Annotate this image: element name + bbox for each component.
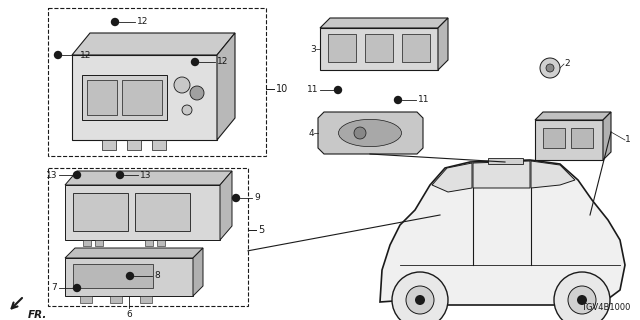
Circle shape xyxy=(415,295,425,305)
Polygon shape xyxy=(473,161,530,188)
Bar xyxy=(122,80,162,115)
Circle shape xyxy=(394,97,401,103)
Text: 4: 4 xyxy=(308,129,314,138)
Circle shape xyxy=(127,273,134,279)
Text: FR.: FR. xyxy=(28,310,47,320)
Text: 13: 13 xyxy=(45,171,57,180)
Circle shape xyxy=(540,58,560,78)
Text: 12: 12 xyxy=(217,58,228,67)
Text: 13: 13 xyxy=(140,171,152,180)
Polygon shape xyxy=(72,33,235,55)
Bar xyxy=(87,80,117,115)
Bar xyxy=(543,128,565,148)
Text: 6: 6 xyxy=(126,310,132,319)
Polygon shape xyxy=(217,33,235,140)
Text: 12: 12 xyxy=(137,18,148,27)
Bar xyxy=(157,240,165,246)
Circle shape xyxy=(74,284,81,292)
Bar xyxy=(110,296,122,303)
Polygon shape xyxy=(193,248,203,296)
Text: 1: 1 xyxy=(625,135,631,145)
Text: 3: 3 xyxy=(310,44,316,53)
Bar xyxy=(402,34,430,62)
Circle shape xyxy=(174,77,190,93)
Circle shape xyxy=(190,86,204,100)
Polygon shape xyxy=(535,120,603,160)
Bar xyxy=(328,34,356,62)
Circle shape xyxy=(335,86,342,93)
Bar xyxy=(145,240,153,246)
Text: TGV4B1000: TGV4B1000 xyxy=(580,303,630,312)
Polygon shape xyxy=(65,171,232,185)
Polygon shape xyxy=(432,163,472,192)
Text: 2: 2 xyxy=(564,60,570,68)
Bar xyxy=(571,128,593,148)
Text: 9: 9 xyxy=(254,194,260,203)
Circle shape xyxy=(406,286,434,314)
Polygon shape xyxy=(220,171,232,240)
Polygon shape xyxy=(438,18,448,70)
Text: 8: 8 xyxy=(154,271,160,281)
Bar xyxy=(48,168,248,306)
Circle shape xyxy=(182,105,192,115)
Bar xyxy=(152,140,166,150)
Circle shape xyxy=(116,172,124,179)
Circle shape xyxy=(54,52,61,59)
Circle shape xyxy=(546,64,554,72)
Bar xyxy=(73,193,128,231)
Circle shape xyxy=(111,19,118,26)
Text: 11: 11 xyxy=(307,85,318,94)
Text: 5: 5 xyxy=(258,225,264,235)
Bar xyxy=(365,34,393,62)
Circle shape xyxy=(554,272,610,320)
Polygon shape xyxy=(535,112,611,120)
Polygon shape xyxy=(65,185,220,240)
Polygon shape xyxy=(318,112,423,154)
Circle shape xyxy=(354,127,366,139)
Polygon shape xyxy=(65,248,203,258)
Bar xyxy=(488,158,523,164)
Text: 10: 10 xyxy=(276,84,288,94)
Circle shape xyxy=(232,195,239,202)
Bar xyxy=(80,296,92,303)
Text: 7: 7 xyxy=(51,284,57,292)
Polygon shape xyxy=(72,55,217,140)
Circle shape xyxy=(568,286,596,314)
Bar xyxy=(135,193,190,231)
Polygon shape xyxy=(380,160,625,305)
Circle shape xyxy=(74,172,81,179)
Bar xyxy=(82,75,167,120)
Polygon shape xyxy=(531,161,575,188)
Bar xyxy=(73,264,153,288)
Bar xyxy=(140,296,152,303)
Polygon shape xyxy=(603,112,611,160)
Bar xyxy=(48,8,266,156)
Ellipse shape xyxy=(339,119,401,147)
Polygon shape xyxy=(320,28,438,70)
Text: 11: 11 xyxy=(418,95,429,105)
Circle shape xyxy=(392,272,448,320)
Polygon shape xyxy=(65,258,193,296)
Circle shape xyxy=(577,295,587,305)
Bar xyxy=(83,240,91,246)
Bar xyxy=(102,140,116,150)
Text: 12: 12 xyxy=(80,51,92,60)
Bar xyxy=(95,240,103,246)
Circle shape xyxy=(191,59,198,66)
Polygon shape xyxy=(320,18,448,28)
Bar xyxy=(127,140,141,150)
